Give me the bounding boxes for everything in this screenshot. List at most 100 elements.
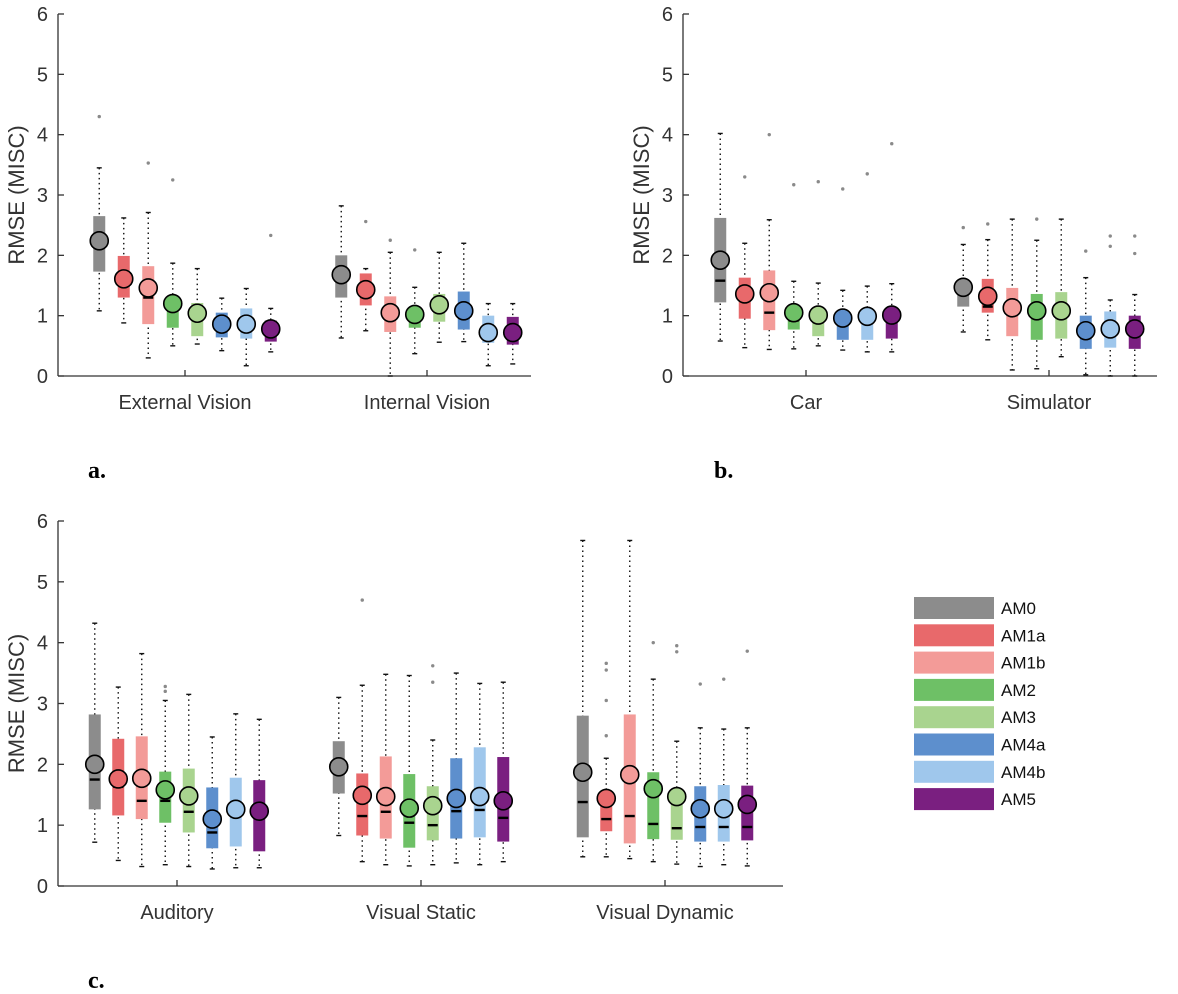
y-tick-label: 4 xyxy=(37,125,48,147)
outlier-point-am4b xyxy=(1108,234,1112,238)
outlier-point-am1a xyxy=(604,698,608,703)
mean-marker-am3 xyxy=(429,295,450,315)
legend-label-am4b: AM4b xyxy=(1001,763,1045,782)
panel-label: c. xyxy=(88,968,105,994)
category-label: Car xyxy=(790,392,823,414)
mean-marker-am2 xyxy=(643,778,664,799)
mean-marker-am4b xyxy=(478,322,499,343)
category-label: Internal Vision xyxy=(364,392,490,414)
mean-marker-am4a xyxy=(1075,320,1096,341)
y-tick-label: 4 xyxy=(662,125,673,147)
mean-marker-am3 xyxy=(422,795,443,816)
mean-marker-am3 xyxy=(178,786,199,806)
mean-marker-am1b xyxy=(380,302,401,323)
outlier-point-am3 xyxy=(816,180,820,184)
outlier-point-am5 xyxy=(745,649,749,653)
mean-marker-am4a xyxy=(211,314,232,334)
y-tick-label: 3 xyxy=(662,185,673,207)
outlier-point-am2 xyxy=(792,183,796,187)
outlier-point-am0 xyxy=(961,225,965,230)
outlier-point-am0 xyxy=(97,114,101,119)
y-tick-label: 6 xyxy=(37,511,48,533)
panel-c: 0 1 2 3 4 5 6 RMSE (MISC) Auditory Visual Static V… xyxy=(4,511,783,994)
outlier-point-am4a xyxy=(841,187,845,191)
mean-marker-am4b xyxy=(225,799,246,820)
mean-marker-am2 xyxy=(155,780,176,800)
mean-marker-am3 xyxy=(808,305,829,325)
outlier-point-am3 xyxy=(675,644,679,648)
y-axis-label: RMSE (MISC) xyxy=(4,125,29,264)
y-tick-label: 6 xyxy=(662,4,673,26)
y-tick-label: 0 xyxy=(37,876,48,898)
mean-marker-am0 xyxy=(89,231,110,251)
mean-marker-am3 xyxy=(187,303,208,324)
mean-marker-am1b xyxy=(1002,298,1023,318)
mean-marker-am5 xyxy=(249,801,270,821)
mean-marker-am1a xyxy=(977,286,998,307)
outlier-point-am1b xyxy=(146,161,150,165)
outlier-point-am5 xyxy=(1133,234,1137,238)
y-tick-label: 2 xyxy=(37,245,48,267)
outlier-point-am1a xyxy=(604,734,608,738)
mean-marker-am1b xyxy=(759,282,780,303)
mean-marker-am1a xyxy=(108,769,129,789)
outlier-point-am2 xyxy=(1035,217,1039,221)
y-tick-label: 1 xyxy=(37,306,48,328)
mean-marker-am2 xyxy=(1026,301,1047,321)
legend-label-am3: AM3 xyxy=(1001,708,1036,727)
mean-marker-am2 xyxy=(162,293,183,314)
outlier-point-am4b xyxy=(722,677,726,681)
y-tick-label: 4 xyxy=(37,633,48,655)
y-tick-label: 3 xyxy=(37,694,48,716)
mean-marker-am2 xyxy=(404,304,425,325)
outlier-point-am3 xyxy=(431,664,435,668)
outlier-point-am5 xyxy=(269,233,273,238)
y-axis-label: RMSE (MISC) xyxy=(4,634,29,773)
category-label: Simulator xyxy=(1007,392,1092,414)
panel-b: 0 1 2 3 4 5 6 RMSE (MISC) Car Simulator b. xyxy=(629,4,1157,484)
mean-marker-am0 xyxy=(84,754,105,775)
y-tick-label: 1 xyxy=(662,306,673,328)
mean-marker-am1a xyxy=(734,284,755,304)
mean-marker-am4a xyxy=(453,301,474,321)
mean-marker-am5 xyxy=(737,794,758,815)
mean-marker-am1a xyxy=(596,788,617,809)
mean-marker-am4b xyxy=(1100,319,1121,339)
legend-swatch-am2 xyxy=(914,678,994,701)
mean-marker-am5 xyxy=(260,319,281,339)
legend-swatch-am3 xyxy=(914,706,994,729)
outlier-point-am1a xyxy=(604,668,608,672)
mean-marker-am4b xyxy=(857,306,878,327)
legend-swatch-am4a xyxy=(914,733,994,756)
y-tick-label: 5 xyxy=(37,572,48,594)
outlier-point-am5 xyxy=(890,142,894,146)
legend-swatch-am1a xyxy=(914,624,994,647)
box-am3 xyxy=(670,800,683,840)
legend-swatch-am4b xyxy=(914,760,994,783)
mean-marker-am1a xyxy=(352,785,373,806)
legend-label-am4a: AM4a xyxy=(1001,736,1046,755)
y-tick-label: 0 xyxy=(662,366,673,388)
outlier-point-am2 xyxy=(163,684,167,689)
legend-swatch-am0 xyxy=(914,597,994,619)
outlier-point-am4b xyxy=(1108,244,1112,248)
mean-marker-am0 xyxy=(572,762,593,783)
mean-marker-am5 xyxy=(502,322,523,343)
mean-marker-am2 xyxy=(783,302,804,323)
outlier-point-am4a xyxy=(698,682,702,686)
y-tick-label: 2 xyxy=(662,245,673,267)
y-tick-label: 5 xyxy=(37,64,48,86)
y-tick-label: 5 xyxy=(662,64,673,86)
mean-marker-am4a xyxy=(832,308,853,328)
legend-label-am1b: AM1b xyxy=(1001,654,1045,673)
mean-marker-am4a xyxy=(446,788,467,809)
outlier-point-am4b xyxy=(865,172,869,176)
y-tick-label: 2 xyxy=(37,754,48,776)
legend-swatch-am1b xyxy=(914,651,994,674)
outlier-point-am1a xyxy=(604,661,608,666)
panel-a: 0 1 2 3 4 5 6 RMSE (MISC) External Vision Interna… xyxy=(4,4,531,484)
mean-marker-am4a xyxy=(202,809,223,829)
legend: AM0 AM1a AM1b AM2 AM3 AM4a AM4b AM5 xyxy=(912,595,1046,816)
mean-marker-am4b xyxy=(236,314,257,334)
